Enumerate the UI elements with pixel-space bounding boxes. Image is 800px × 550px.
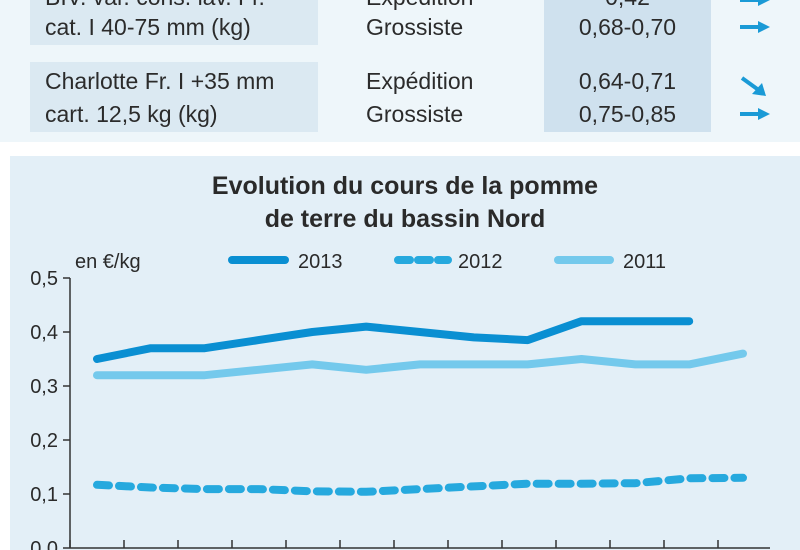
product-label: cart. 12,5 kg (kg) xyxy=(45,101,218,127)
series-lines xyxy=(93,317,747,496)
y-tick-label: 0,2 xyxy=(30,430,58,452)
chart-title: de terre du bassin Nord xyxy=(264,205,546,233)
product-label: Charlotte Fr. I +35 mm xyxy=(45,68,275,94)
legend-label: 2012 xyxy=(458,251,503,273)
product-label: BIV. var. cons. lav. Fr. xyxy=(45,0,265,11)
stable-arrow-icon xyxy=(740,108,770,120)
series-line-2012 xyxy=(93,473,747,496)
market-label: Grossiste xyxy=(366,101,464,127)
price-value: 0,68-0,70 xyxy=(578,14,677,40)
market-label: Grossiste xyxy=(366,14,464,40)
product-label: cat. I 40-75 mm (kg) xyxy=(45,14,251,40)
y-tick-label: 0,4 xyxy=(30,322,58,344)
price-column xyxy=(544,0,711,132)
row-band xyxy=(30,0,318,45)
chart-legend: 2013 2012 2011 xyxy=(228,251,666,273)
stable-arrow-icon xyxy=(740,0,770,6)
series-line-2013 xyxy=(93,317,694,363)
y-unit-label: en €/kg xyxy=(75,251,141,273)
legend-label: 2011 xyxy=(623,251,666,273)
series-line-2011 xyxy=(93,349,747,380)
y-tick-label: 0,1 xyxy=(30,484,58,506)
chart-axes: 0,0 0,1 0,2 0,3 0,4 0,5 xyxy=(30,268,770,550)
legend-label: 2013 xyxy=(298,251,343,273)
price-value: 0,64-0,71 xyxy=(578,68,677,94)
price-value: 0,42 xyxy=(544,0,711,11)
down-arrow-icon xyxy=(740,76,766,96)
stable-arrow-icon xyxy=(740,21,770,33)
y-tick-label: 0,3 xyxy=(30,376,58,398)
price-table: BIV. var. cons. lav. Fr. cat. I 40-75 mm… xyxy=(0,0,800,142)
chart-title: Evolution du cours de la pomme xyxy=(211,172,599,200)
price-value: 0,75-0,85 xyxy=(578,101,677,127)
market-label: Expédition xyxy=(366,0,473,11)
market-label: Expédition xyxy=(366,68,474,94)
y-tick-label: 0,5 xyxy=(30,268,58,290)
y-tick-label: 0,0 xyxy=(30,538,58,550)
row-band xyxy=(30,62,318,132)
